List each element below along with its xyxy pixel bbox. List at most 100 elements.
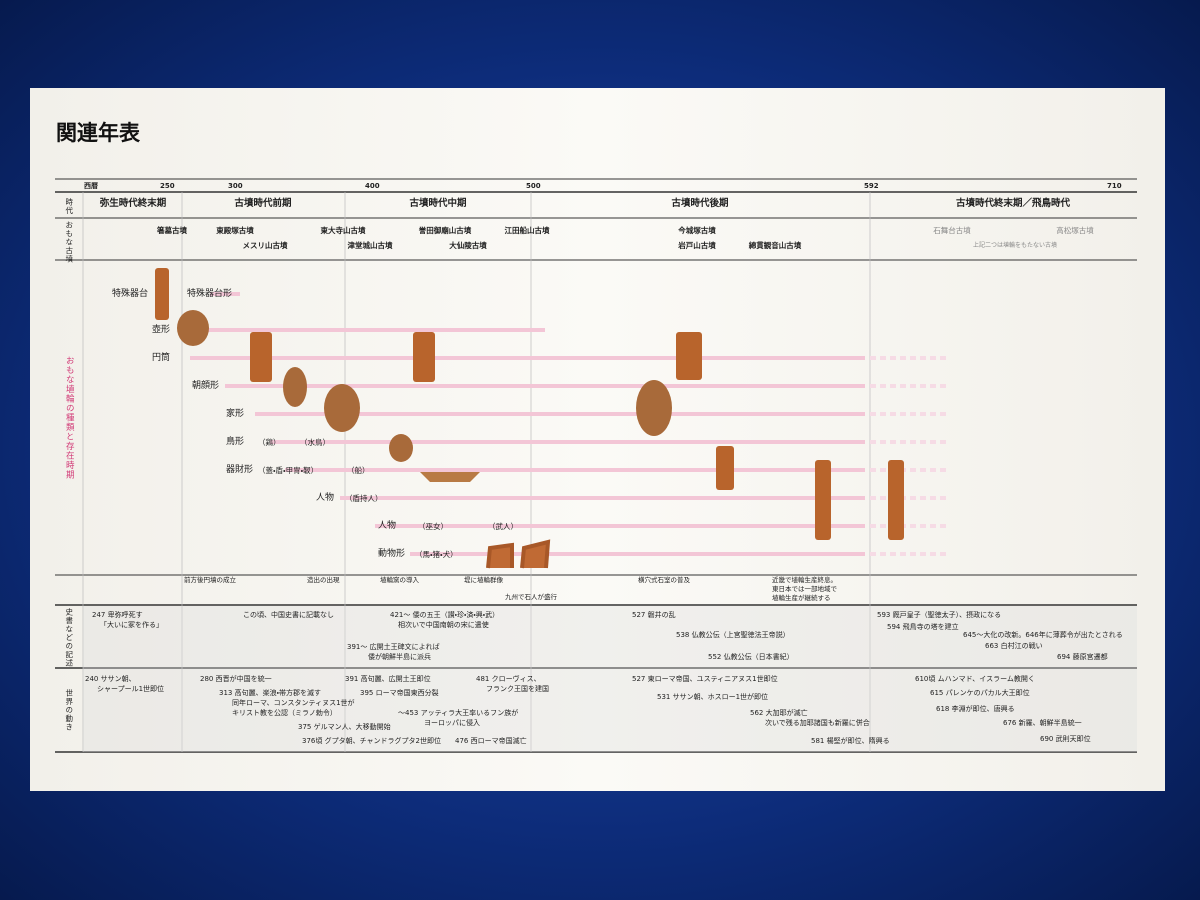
period-bar-dash (920, 356, 926, 360)
period-bar-dash (880, 552, 886, 556)
tomb-name: 綿貫観音山古墳 (748, 241, 802, 250)
period-bar-dash (890, 356, 896, 360)
period-bar-dash (880, 524, 886, 528)
period-bar-dash (940, 524, 946, 528)
tomb-name: 誉田御廟山古墳 (418, 226, 472, 235)
page-title: 関連年表 (56, 121, 140, 145)
panel (30, 88, 1165, 791)
period-bar (190, 328, 545, 332)
row-label: おもな古墳 (64, 221, 74, 264)
period-bar-dash (910, 524, 916, 528)
period-bar-dash (880, 384, 886, 388)
period-bar-dash (870, 356, 876, 360)
period-bar-dash (940, 496, 946, 500)
haniwa-event: 埴輪窯の導入 (380, 576, 419, 584)
haniwa-note: （盾持人） (345, 494, 383, 503)
haniwa-event: 横穴式石室の普及 (638, 576, 690, 584)
haniwa-note: （水鳥） (300, 438, 330, 447)
world-entry: 240 ササン朝、 (85, 675, 136, 683)
history-entry: 645～大化の改新。646年に薄葬令が出たとされる (963, 631, 1123, 639)
haniwa-image (283, 367, 307, 407)
world-entry: 391 高句麗、広開土王即位 (345, 675, 431, 683)
period-bar-dash (870, 412, 876, 416)
period-bar (225, 384, 865, 388)
world-entry: 690 武則天即位 (1040, 735, 1091, 743)
haniwa-type: 器財形 (226, 465, 254, 475)
period-bar (375, 524, 865, 528)
world-entry: 313 高句麗、楽浪・帯方郡を滅す (219, 689, 321, 697)
world-entry: 395 ローマ帝国東西分裂 (360, 689, 439, 697)
period-bar-dash (870, 496, 876, 500)
period-bar-dash (900, 384, 906, 388)
period-bar-dash (940, 356, 946, 360)
history-entry: 538 仏教公伝（上宮聖徳法王帝説） (676, 631, 790, 639)
haniwa-note: （巫女） (418, 522, 448, 531)
year-tick: 400 (365, 182, 380, 190)
haniwa-note: （船） (347, 466, 370, 475)
history-entry: 相次いで中国南朝の宋に遣使 (398, 621, 489, 629)
period-bar-dash (920, 496, 926, 500)
period-bar (255, 412, 865, 416)
year-tick: 300 (228, 182, 243, 190)
history-entry: 421～ 倭の五王（讃・珍・済・興・武） (390, 611, 500, 619)
tomb-name: 東大寺山古墳 (320, 226, 366, 235)
period-bar-dash (890, 552, 896, 556)
period-bar-dash (930, 356, 936, 360)
history-entry: 694 藤原宮遷都 (1057, 653, 1108, 661)
haniwa-type: 特殊器台形 (187, 289, 233, 299)
period-bar-dash (920, 552, 926, 556)
history-entry: 593 厩戸皇子（聖徳太子）、摂政になる (877, 611, 1002, 619)
history-entry: 倭が朝鮮半島に派兵 (368, 653, 431, 661)
haniwa-event: 近畿で埴輪生産終息。 (772, 576, 837, 584)
period: 古墳時代前期 (234, 198, 292, 209)
history-entry: 527 磐井の乱 (632, 611, 676, 619)
world-entry: フランク王国を建国 (486, 685, 549, 693)
history-entry: この頃、中国史書に記載なし (243, 611, 334, 619)
world-entry: 280 西晋が中国を統一 (200, 675, 272, 683)
tomb-name: 東殿塚古墳 (216, 226, 254, 235)
period-bar-dash (880, 496, 886, 500)
tomb-name: 大仙陵古墳 (449, 241, 487, 250)
world-entry: 次いで残る加耶諸国も新羅に併合 (765, 719, 870, 727)
haniwa-event: 九州で石人が盛行 (505, 593, 557, 601)
period-bar-dash (900, 440, 906, 444)
world-entry: 376頃 グプタ朝、チャンドラグプタ2世即位 (302, 737, 441, 745)
haniwa-image (177, 310, 209, 346)
period-bar-dash (870, 384, 876, 388)
period-bar-dash (920, 524, 926, 528)
world-entry: キリスト教を公認（ミラノ勅令） (232, 709, 337, 717)
haniwa-event: 堤に埴輪群像 (464, 576, 503, 584)
period-bar-dash (940, 412, 946, 416)
haniwa-event: 埴輪生産が継続する (772, 594, 831, 602)
haniwa-type: 動物形 (378, 549, 406, 559)
tomb-name: 石舞台古墳 (933, 226, 971, 235)
period-bar-dash (910, 412, 916, 416)
haniwa-image (636, 380, 672, 436)
tomb-name: 津堂城山古墳 (347, 241, 393, 250)
haniwa-type: 朝顔形 (192, 381, 220, 391)
haniwa-image (676, 332, 702, 380)
row-label: 時代 (64, 197, 74, 215)
world-entry: 531 ササン朝、ホスロー1世が即位 (657, 693, 769, 701)
period-bar-dash (880, 468, 886, 472)
period-bar-dash (890, 440, 896, 444)
world-entry: 676 新羅、朝鮮半島統一 (1003, 719, 1082, 727)
haniwa-event: 東日本では一部地域で (772, 585, 837, 593)
tomb-name: 今城塚古墳 (678, 226, 716, 235)
period-bar-dash (940, 552, 946, 556)
period-bar-dash (910, 496, 916, 500)
history-entry: 594 飛鳥寺の塔を建立 (887, 623, 959, 631)
haniwa-image (389, 434, 413, 462)
period: 古墳時代終末期／飛鳥時代 (955, 198, 1071, 209)
haniwa-image (815, 460, 831, 540)
period-bar-dash (930, 552, 936, 556)
period-bar-dash (930, 412, 936, 416)
history-entry: 663 白村江の戦い (985, 642, 1043, 650)
period-bar (190, 356, 865, 360)
world-entry: 375 ゲルマン人、大移動開始 (298, 723, 391, 731)
world-entry: 481 クローヴィス、 (476, 675, 541, 683)
period-bar-dash (870, 440, 876, 444)
row-label: 史書などの記述 (64, 608, 74, 668)
period-bar-dash (940, 384, 946, 388)
